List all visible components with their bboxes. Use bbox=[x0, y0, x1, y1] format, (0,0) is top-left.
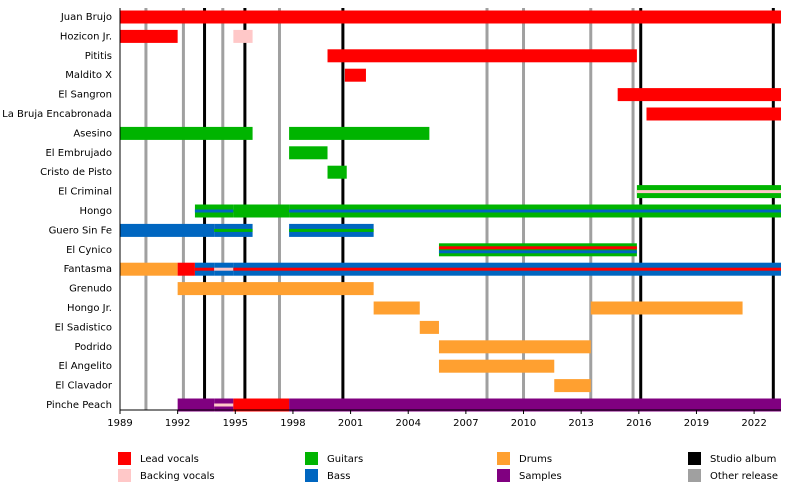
x-tick-label: 2010 bbox=[511, 418, 536, 429]
x-tick-label: 2013 bbox=[568, 418, 593, 429]
bar bbox=[177, 282, 374, 296]
bar-stripe bbox=[289, 209, 781, 213]
bar bbox=[373, 301, 420, 315]
bar bbox=[617, 88, 781, 102]
bar bbox=[646, 107, 781, 121]
bar-stripe bbox=[233, 267, 781, 271]
member-label: El Clavador bbox=[55, 381, 113, 392]
bar-stripe bbox=[194, 209, 234, 213]
bar bbox=[120, 29, 178, 43]
bar bbox=[289, 398, 781, 412]
member-label: La Bruja Encabronada bbox=[2, 109, 112, 120]
legend-swatch bbox=[118, 452, 131, 465]
bar bbox=[344, 68, 366, 82]
bar bbox=[233, 204, 290, 218]
member-label: Juan Brujo bbox=[60, 12, 112, 23]
legend-label: Drums bbox=[519, 454, 552, 465]
member-label: El Criminal bbox=[58, 187, 112, 198]
bar bbox=[327, 165, 347, 179]
member-label: El Sangron bbox=[58, 90, 112, 101]
bar-stripe bbox=[289, 228, 374, 232]
bar bbox=[233, 29, 253, 43]
legend-label: Lead vocals bbox=[140, 454, 199, 465]
member-label: Guero Sin Fe bbox=[49, 225, 112, 236]
bar bbox=[289, 126, 430, 140]
x-tick-label: 1995 bbox=[223, 418, 248, 429]
x-tick-label: 2022 bbox=[741, 418, 766, 429]
bar bbox=[177, 398, 215, 412]
bar bbox=[177, 262, 195, 276]
member-label: Cristo de Pisto bbox=[40, 167, 112, 178]
bar bbox=[120, 223, 215, 237]
member-label: El Cynico bbox=[66, 245, 112, 256]
member-label: Pinche Peach bbox=[46, 400, 112, 411]
member-label: Pititis bbox=[85, 51, 112, 62]
member-label: Fantasma bbox=[64, 264, 112, 275]
bar-stripe bbox=[438, 246, 637, 250]
legend-swatch bbox=[688, 469, 701, 482]
legend-label: Samples bbox=[519, 471, 562, 482]
x-tick-label: 1992 bbox=[165, 418, 190, 429]
bar bbox=[554, 379, 591, 393]
legend-label: Studio album bbox=[710, 454, 776, 465]
x-tick-label: 2001 bbox=[338, 418, 363, 429]
legend-label: Backing vocals bbox=[140, 471, 215, 482]
bar bbox=[590, 301, 743, 315]
x-tick-label: 2019 bbox=[684, 418, 709, 429]
member-label: Maldito X bbox=[65, 70, 112, 81]
member-label: El Angelito bbox=[58, 361, 112, 372]
bar bbox=[120, 126, 253, 140]
legend-swatch bbox=[688, 452, 701, 465]
legend-swatch bbox=[305, 452, 318, 465]
member-label: El Sadistico bbox=[55, 322, 112, 333]
member-label: El Embrujado bbox=[45, 148, 112, 159]
x-tick-label: 2016 bbox=[626, 418, 651, 429]
x-tick-label: 1998 bbox=[280, 418, 305, 429]
x-tick-label: 1989 bbox=[107, 418, 132, 429]
legend-label: Guitars bbox=[327, 454, 363, 465]
member-label: Hongo bbox=[80, 206, 112, 217]
legend-swatch bbox=[118, 469, 131, 482]
member-label: Podrido bbox=[75, 342, 113, 353]
bar bbox=[419, 320, 439, 334]
bar-stripe bbox=[438, 250, 637, 254]
bar-stripe bbox=[194, 267, 215, 271]
member-label: Grenudo bbox=[69, 284, 112, 295]
member-label: Hongo Jr. bbox=[67, 303, 112, 314]
legend-label: Other release bbox=[710, 471, 778, 482]
bar bbox=[120, 262, 178, 276]
bar bbox=[327, 49, 637, 63]
x-tick-label: 2004 bbox=[396, 418, 421, 429]
bar-stripe bbox=[214, 403, 234, 407]
member-label: Asesino bbox=[73, 128, 112, 139]
bar-stripe bbox=[214, 267, 234, 271]
legend-swatch bbox=[497, 469, 510, 482]
bar-stripe bbox=[214, 228, 253, 232]
legend-swatch bbox=[497, 452, 510, 465]
bar bbox=[233, 398, 290, 412]
bar bbox=[438, 359, 555, 373]
bar bbox=[438, 340, 591, 354]
bar bbox=[289, 146, 328, 160]
member-label: Hozicon Jr. bbox=[60, 31, 112, 42]
bar-stripe bbox=[636, 190, 781, 194]
legend-label: Bass bbox=[327, 471, 350, 482]
bar bbox=[120, 10, 781, 24]
legend-swatch bbox=[305, 469, 318, 482]
bar bbox=[438, 243, 637, 257]
x-tick-label: 2007 bbox=[453, 418, 478, 429]
